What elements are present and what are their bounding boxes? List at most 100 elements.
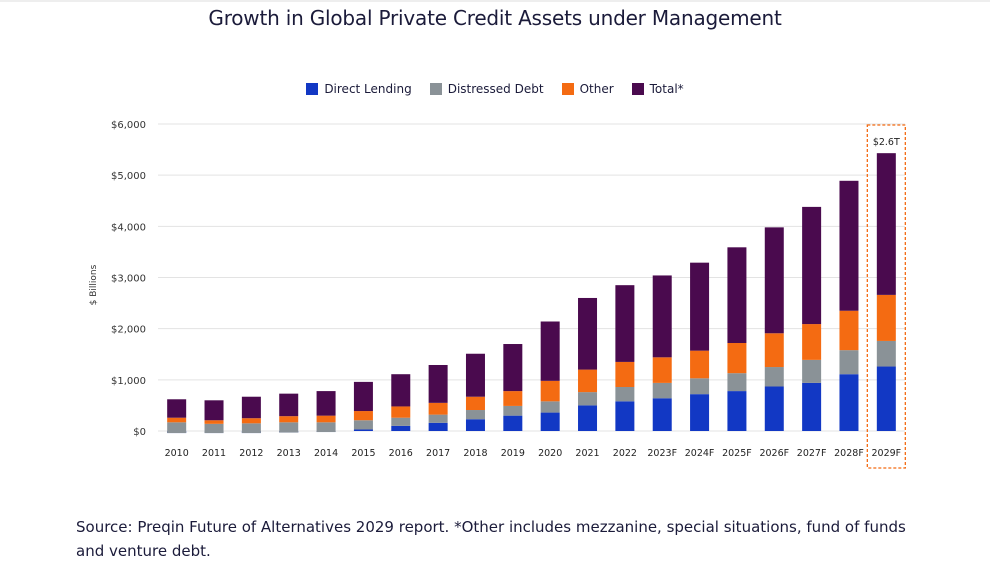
- bar-direct-lending: [802, 382, 822, 431]
- bar-distressed-debt: [540, 401, 560, 413]
- x-tick-label: 2024F: [685, 448, 715, 459]
- bar-distressed-debt: [764, 367, 784, 387]
- bar-distressed-debt: [876, 340, 896, 367]
- x-tick-label: 2029F: [871, 448, 901, 459]
- bar-total: [279, 393, 299, 417]
- x-tick-label: 2025F: [722, 448, 752, 459]
- legend-label-other: Other: [579, 82, 614, 96]
- bar-total: [167, 399, 187, 418]
- x-tick-label: 2021: [575, 448, 599, 459]
- y-tick-label: $6,000: [111, 120, 146, 131]
- legend-label-total: Total*: [649, 82, 684, 96]
- bar-other: [428, 402, 448, 415]
- chart-legend: Direct Lending Distressed Debt Other Tot…: [0, 82, 990, 96]
- bar-direct-lending: [839, 374, 859, 431]
- bar-total: [802, 206, 822, 325]
- bar-distressed-debt: [690, 378, 710, 395]
- x-tick-label: 2017: [426, 448, 450, 459]
- legend-item-distressed-debt: Distressed Debt: [429, 82, 544, 96]
- bar-total: [615, 285, 635, 362]
- bar-other: [690, 350, 710, 379]
- legend-label-direct-lending: Direct Lending: [324, 82, 412, 96]
- bar-other: [540, 380, 560, 402]
- bar-distressed-debt: [503, 405, 523, 416]
- bar-distressed-debt: [652, 382, 672, 399]
- bar-total: [353, 381, 373, 412]
- legend-item-total: Total*: [631, 82, 684, 96]
- bar-other: [876, 294, 896, 341]
- x-tick-label: 2019: [501, 448, 525, 459]
- bar-other: [764, 333, 784, 368]
- bar-other: [167, 417, 187, 423]
- bar-distressed-debt: [279, 422, 299, 433]
- y-tick-label: $4,000: [111, 222, 146, 233]
- bar-total: [241, 396, 261, 419]
- x-tick-label: 2015: [351, 448, 375, 459]
- bar-total: [652, 275, 672, 358]
- chart-title: Growth in Global Private Credit Assets u…: [208, 6, 782, 30]
- bar-other: [802, 324, 822, 360]
- x-tick-label: 2012: [239, 448, 263, 459]
- bar-other: [578, 369, 598, 393]
- bar-distressed-debt: [167, 422, 187, 434]
- bar-total: [540, 321, 560, 381]
- stacked-bar-chart: $0 $1,000 $2,000 $3,000 $4,000 $5,000 $6,000 $ …: [89, 120, 906, 469]
- bar-direct-lending: [727, 391, 747, 431]
- y-tick-label: $1,000: [111, 376, 146, 387]
- bar-direct-lending: [764, 386, 784, 431]
- bar-distressed-debt: [578, 392, 598, 406]
- bar-other: [839, 310, 859, 351]
- bar-total: [839, 180, 859, 311]
- x-tick-label: 2011: [202, 448, 226, 459]
- bar-direct-lending: [503, 415, 523, 431]
- x-tick-label: 2027F: [797, 448, 827, 459]
- x-tick-label: 2020: [538, 448, 562, 459]
- bar-total: [764, 227, 784, 334]
- bar-distressed-debt: [802, 359, 822, 383]
- legend-item-other: Other: [561, 82, 614, 96]
- bar-other: [652, 357, 672, 383]
- y-tick-label: $2,000: [111, 325, 146, 336]
- x-tick-label: 2023F: [647, 448, 677, 459]
- bar-distressed-debt: [391, 417, 411, 426]
- bar-total: [727, 247, 747, 343]
- bar-direct-lending: [391, 425, 411, 431]
- bar-distressed-debt: [241, 423, 261, 434]
- bar-distressed-debt: [316, 422, 336, 433]
- legend-swatch-total: [631, 83, 644, 95]
- bar-distressed-debt: [839, 350, 859, 375]
- bar-total: [204, 400, 224, 421]
- bar-other: [204, 420, 224, 424]
- bar-direct-lending: [465, 419, 485, 431]
- bar-direct-lending: [876, 366, 896, 431]
- bar-other: [465, 396, 485, 411]
- bar-total: [316, 391, 336, 416]
- legend-item-direct-lending: Direct Lending: [306, 82, 412, 96]
- bar-total: [690, 262, 710, 351]
- bar-direct-lending: [652, 398, 672, 431]
- annotation-label: $2.6T: [873, 137, 900, 148]
- bar-distressed-debt: [428, 414, 448, 423]
- bar-other: [391, 406, 411, 418]
- x-tick-label: 2018: [463, 448, 487, 459]
- bar-total: [391, 374, 411, 407]
- highlight-box: [866, 124, 906, 469]
- legend-swatch-distressed-debt: [429, 83, 442, 95]
- x-tick-label: 2026F: [759, 448, 789, 459]
- legend-label-distressed-debt: Distressed Debt: [447, 82, 544, 96]
- top-divider: [0, 0, 990, 2]
- bar-total: [876, 153, 896, 295]
- bar-distressed-debt: [353, 420, 373, 430]
- bar-other: [615, 361, 635, 387]
- bar-distressed-debt: [727, 373, 747, 392]
- bar-direct-lending: [615, 401, 635, 431]
- bar-direct-lending: [578, 405, 598, 431]
- source-note: Source: Preqin Future of Alternatives 20…: [76, 518, 906, 560]
- bar-direct-lending: [428, 422, 448, 431]
- legend-swatch-direct-lending: [306, 83, 319, 95]
- x-tick-label: 2014: [314, 448, 338, 459]
- bar-direct-lending: [353, 429, 373, 431]
- bar-other: [241, 418, 261, 424]
- y-tick-label: $3,000: [111, 274, 146, 285]
- y-axis-label: $ Billions: [89, 264, 99, 305]
